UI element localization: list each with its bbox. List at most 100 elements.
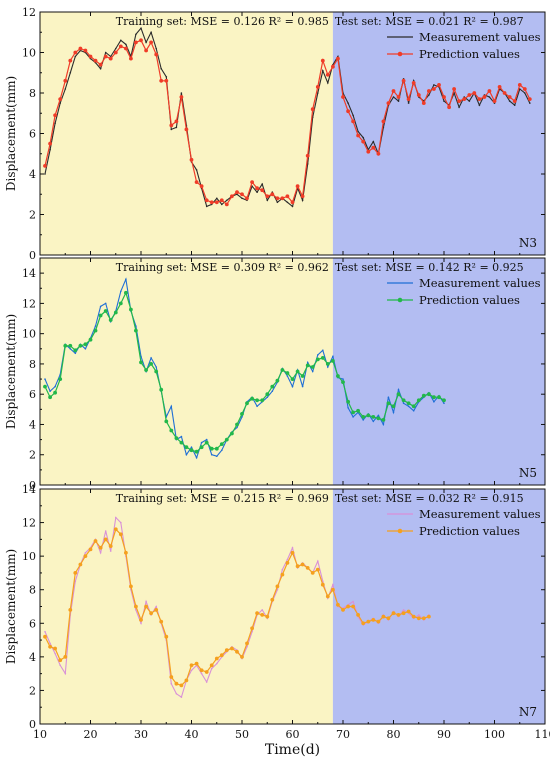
measurement-point bbox=[69, 348, 72, 350]
prediction-point bbox=[139, 618, 143, 622]
panel-label: N3 bbox=[519, 236, 537, 250]
prediction-point bbox=[346, 604, 350, 609]
prediction-point bbox=[204, 670, 209, 674]
prediction-point bbox=[224, 202, 229, 207]
prediction-point bbox=[315, 567, 320, 572]
measurement-point bbox=[160, 67, 162, 70]
measurement-point bbox=[115, 516, 117, 519]
legend-marker bbox=[397, 297, 403, 303]
prediction-point bbox=[209, 200, 214, 205]
prediction-point bbox=[351, 604, 355, 609]
prediction-point bbox=[108, 318, 113, 322]
prediction-point bbox=[315, 357, 320, 362]
prediction-point bbox=[421, 101, 426, 105]
measurement-point bbox=[488, 96, 491, 98]
prediction-point bbox=[53, 390, 57, 395]
prediction-point bbox=[149, 611, 154, 616]
prediction-point bbox=[341, 380, 345, 384]
measurement-point bbox=[322, 349, 324, 352]
prediction-point bbox=[113, 50, 118, 55]
prediction-point bbox=[437, 395, 441, 400]
prediction-point bbox=[320, 582, 325, 587]
measurement-point bbox=[155, 47, 157, 50]
measurement-point bbox=[140, 622, 142, 625]
y-tick-label: 2 bbox=[29, 684, 36, 697]
measurement-point bbox=[236, 426, 238, 429]
measurement-point bbox=[372, 420, 375, 423]
prediction-point bbox=[331, 64, 335, 69]
measurement-point bbox=[266, 396, 269, 399]
prediction-point bbox=[174, 436, 179, 440]
prediction-point bbox=[295, 369, 300, 374]
measurement-point bbox=[64, 672, 67, 675]
prediction-point bbox=[361, 139, 366, 144]
measurement-point bbox=[311, 370, 314, 373]
y-tick-label: 6 bbox=[29, 617, 36, 630]
prediction-point bbox=[295, 564, 300, 569]
prediction-point bbox=[527, 97, 532, 101]
measurement-point bbox=[69, 72, 72, 74]
prediction-point bbox=[68, 58, 73, 63]
prediction-point bbox=[376, 151, 381, 156]
prediction-point bbox=[58, 97, 63, 101]
prediction-point bbox=[88, 337, 93, 342]
prediction-point bbox=[386, 616, 391, 621]
prediction-point bbox=[250, 396, 255, 401]
measurement-point bbox=[524, 92, 526, 94]
prediction-point bbox=[346, 109, 350, 114]
prediction-point bbox=[341, 608, 345, 612]
measurement-point bbox=[362, 136, 365, 139]
prediction-point bbox=[103, 537, 108, 542]
measurement-point bbox=[125, 278, 127, 281]
prediction-point bbox=[371, 618, 376, 622]
prediction-point bbox=[396, 392, 401, 397]
measurement-point bbox=[286, 558, 289, 561]
prediction-point bbox=[280, 572, 285, 577]
prediction-point bbox=[73, 348, 78, 353]
prediction-point bbox=[169, 123, 174, 128]
prediction-point bbox=[300, 374, 305, 378]
prediction-point bbox=[159, 619, 164, 624]
prediction-point bbox=[113, 527, 118, 532]
y-tick-label: 2 bbox=[29, 209, 36, 222]
prediction-point bbox=[93, 539, 98, 543]
y-axis-label: Displacement(mm) bbox=[4, 314, 18, 429]
y-tick-label: 8 bbox=[29, 584, 36, 597]
prediction-point bbox=[43, 634, 47, 639]
x-tick-label: 10 bbox=[33, 728, 47, 741]
measurement-point bbox=[59, 664, 61, 667]
measurement-point bbox=[261, 609, 264, 611]
prediction-point bbox=[93, 58, 98, 63]
x-tick-label: 50 bbox=[235, 728, 249, 741]
legend-entry: Prediction values bbox=[419, 293, 520, 307]
measurement-point bbox=[407, 102, 410, 104]
prediction-point bbox=[492, 99, 497, 103]
measurement-point bbox=[216, 662, 218, 665]
measurement-point bbox=[205, 205, 208, 208]
prediction-point bbox=[487, 89, 492, 93]
panel-n7: 0 2 4 6 8 10 12 14 10 20 30 40 50 60 70 80 90 100 110 Displ… bbox=[4, 483, 550, 758]
prediction-point bbox=[482, 95, 487, 99]
training-metrics: Training set: MSE = 0.126 R² = 0.985 bbox=[116, 15, 329, 28]
prediction-point bbox=[325, 362, 330, 366]
prediction-point bbox=[406, 609, 411, 614]
measurement-point bbox=[64, 88, 67, 90]
measurement-point bbox=[286, 201, 289, 204]
prediction-point bbox=[245, 401, 249, 406]
prediction-point bbox=[305, 153, 310, 158]
prediction-point bbox=[204, 198, 209, 203]
prediction-point bbox=[401, 78, 406, 83]
prediction-point bbox=[129, 307, 133, 312]
x-tick-label: 60 bbox=[286, 728, 300, 741]
y-tick-label: 14 bbox=[22, 483, 36, 496]
prediction-point bbox=[260, 613, 265, 617]
x-tick-label: 70 bbox=[336, 728, 350, 741]
prediction-point bbox=[320, 58, 325, 63]
prediction-point bbox=[214, 446, 219, 451]
measurement-point bbox=[54, 385, 56, 388]
prediction-point bbox=[386, 101, 391, 105]
measurement-point bbox=[347, 407, 349, 409]
measurement-point bbox=[104, 302, 107, 305]
prediction-point bbox=[219, 653, 224, 658]
